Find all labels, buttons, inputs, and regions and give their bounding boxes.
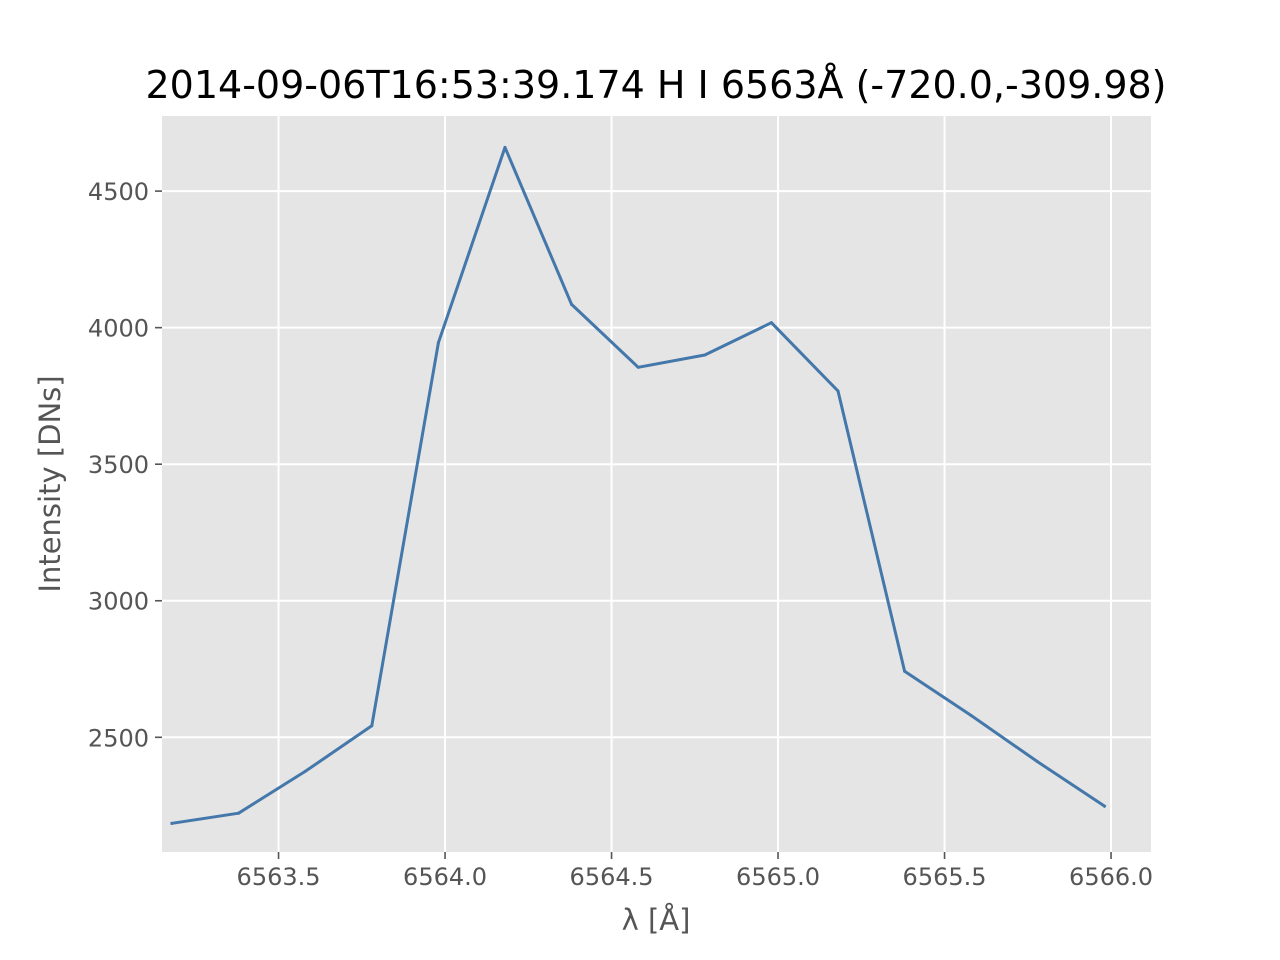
y-tick-label: 2500 <box>88 724 149 752</box>
y-axis-label: Intensity [DNs] <box>33 375 67 592</box>
data-point <box>170 821 174 825</box>
x-axis-label: λ [Å] <box>622 903 691 937</box>
data-point <box>303 769 307 773</box>
data-points <box>170 145 1106 825</box>
data-point <box>370 724 374 728</box>
y-tick-label: 3000 <box>88 588 149 616</box>
y-tick-label: 4500 <box>88 178 149 206</box>
data-point <box>436 341 440 345</box>
grid-lines <box>162 116 1151 852</box>
data-point <box>570 302 574 306</box>
data-point <box>836 389 840 393</box>
y-tick-label: 3500 <box>88 451 149 479</box>
data-point <box>636 365 640 369</box>
axis-ticks: 6563.5 6564.0 6564.5 6565.0 6565.5 6566.0 2500… <box>88 178 1153 891</box>
x-tick-label: 6564.5 <box>570 863 654 891</box>
data-point <box>769 321 773 325</box>
data-point <box>903 669 907 673</box>
data-point <box>503 145 507 149</box>
chart-title: 2014-09-06T16:53:39.174 H I 6563Å (-720.… <box>145 63 1166 107</box>
data-point <box>237 811 241 815</box>
y-tick-label: 4000 <box>88 315 149 343</box>
x-tick-label: 6565.0 <box>736 863 820 891</box>
plot-area <box>162 116 1151 852</box>
x-tick-label: 6564.0 <box>403 863 487 891</box>
x-tick-label: 6565.5 <box>903 863 987 891</box>
x-tick-label: 6566.0 <box>1069 863 1153 891</box>
data-point <box>969 713 973 717</box>
x-tick-label: 6563.5 <box>237 863 321 891</box>
data-point <box>1102 804 1106 808</box>
data-point <box>1036 760 1040 764</box>
data-point <box>703 353 707 357</box>
